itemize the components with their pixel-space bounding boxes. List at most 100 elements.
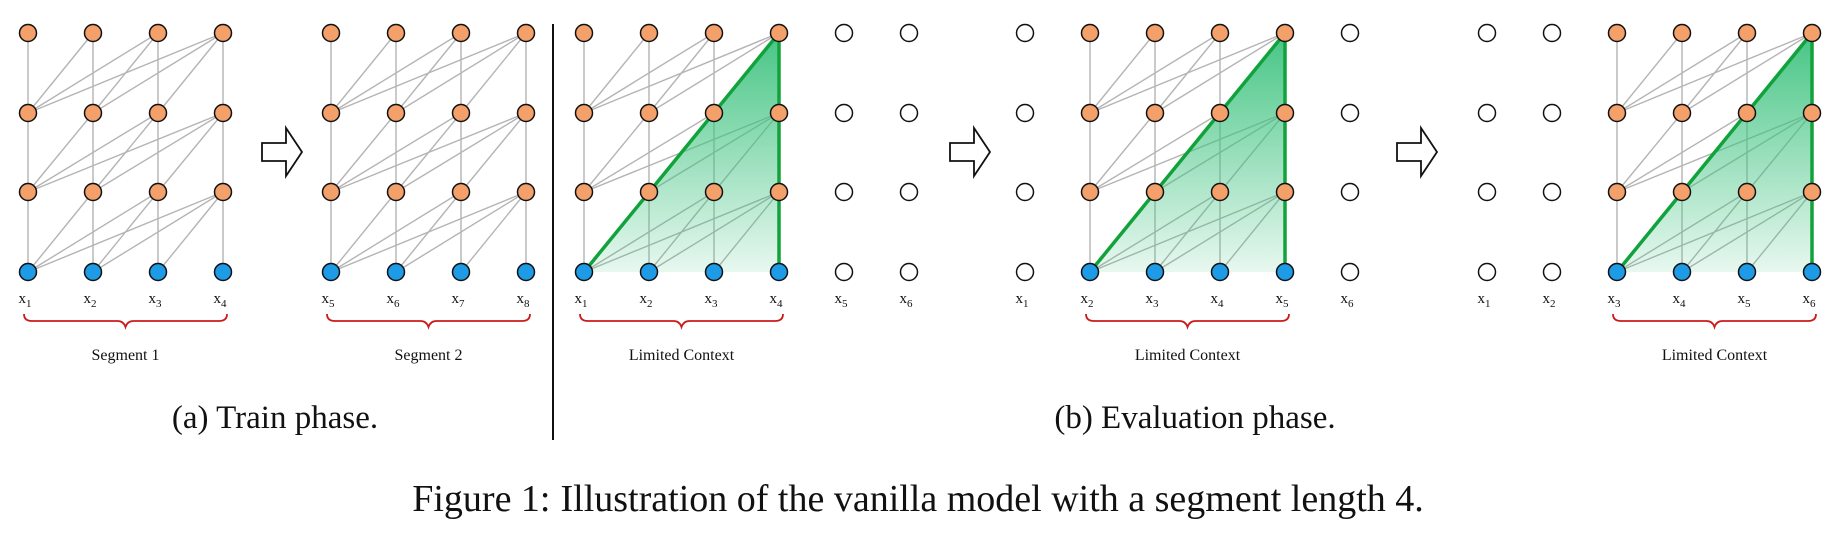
token-subscript: 4 — [1218, 298, 1224, 310]
hidden-node — [148, 103, 168, 123]
hidden-node — [321, 23, 341, 43]
inactive-node — [1542, 103, 1562, 123]
token-label: x5 — [322, 291, 336, 310]
edge — [330, 112, 462, 193]
hidden-node — [704, 182, 724, 202]
inactive-node — [1477, 23, 1497, 43]
hidden-node — [574, 23, 594, 43]
hidden-node — [451, 182, 471, 202]
token-subscript: 6 — [394, 298, 400, 310]
input-node — [1080, 262, 1100, 282]
edge — [583, 32, 780, 114]
hidden-node — [321, 182, 341, 202]
hidden-node — [18, 23, 38, 43]
hollow-right-arrow-icon — [1396, 125, 1439, 179]
hidden-node — [574, 182, 594, 202]
edge — [460, 191, 527, 273]
input-node — [639, 262, 659, 282]
input-node — [769, 262, 789, 282]
hidden-node — [386, 103, 406, 123]
hidden-node — [704, 23, 724, 43]
input-node — [148, 262, 168, 282]
hidden-node — [451, 103, 471, 123]
hidden-node — [1080, 103, 1100, 123]
token-subscript: 5 — [842, 298, 848, 310]
edge — [27, 112, 94, 193]
token-label: x5 — [1738, 291, 1752, 310]
edge — [460, 112, 527, 193]
inactive-node — [1015, 23, 1035, 43]
hidden-node — [1275, 182, 1295, 202]
token-subscript: 2 — [91, 298, 97, 310]
token-subscript: 3 — [712, 298, 718, 310]
token-subscript: 2 — [1088, 298, 1094, 310]
token-label: x5 — [835, 291, 849, 310]
token-subscript: 5 — [329, 298, 335, 310]
edge — [1681, 32, 1813, 114]
token-subscript: 6 — [907, 298, 913, 310]
token-label: x6 — [1341, 291, 1355, 310]
inactive-node — [1542, 262, 1562, 282]
hidden-node — [1672, 182, 1692, 202]
input-node — [1672, 262, 1692, 282]
token-subscript: 4 — [221, 298, 227, 310]
edge — [157, 32, 224, 114]
hidden-node — [574, 103, 594, 123]
inactive-node — [1340, 182, 1360, 202]
inactive-node — [834, 262, 854, 282]
hidden-node — [1275, 23, 1295, 43]
hidden-node — [18, 103, 38, 123]
token-subscript: 1 — [26, 298, 32, 310]
edge — [395, 32, 527, 114]
input-node — [704, 262, 724, 282]
token-label: x2 — [1543, 291, 1556, 310]
input-node — [1145, 262, 1165, 282]
hidden-node — [639, 103, 659, 123]
edge — [330, 191, 527, 273]
edge — [330, 32, 527, 114]
edge — [27, 191, 159, 273]
segment-brace — [326, 313, 531, 330]
input-node — [18, 262, 38, 282]
segment-brace — [1085, 313, 1290, 330]
context-diagonal-line — [582, 31, 781, 274]
segment-brace — [1612, 313, 1817, 330]
token-subscript: 4 — [777, 298, 783, 310]
hidden-node — [83, 103, 103, 123]
inactive-node — [1340, 103, 1360, 123]
edge — [330, 32, 462, 114]
token-labels-layer: x1 x2 x3 x4 x5 x6 x7 x8 x1 x2 x3 x4 x5 x6 x1 x2 x3 x4 x5 x6… — [19, 291, 1817, 310]
context-layer — [582, 31, 1814, 274]
edge — [27, 32, 94, 114]
token-label: x8 — [517, 291, 531, 310]
segment-brace — [23, 313, 228, 330]
hidden-node — [1802, 103, 1822, 123]
inactive-node — [1542, 182, 1562, 202]
hollow-right-arrow-icon — [261, 125, 304, 179]
nodes-layer — [18, 23, 1822, 282]
token-label: x2 — [640, 291, 653, 310]
inactive-node — [834, 182, 854, 202]
hidden-node — [321, 103, 341, 123]
edge — [1616, 32, 1748, 114]
token-subscript: 1 — [1023, 298, 1029, 310]
token-subscript: 3 — [1153, 298, 1159, 310]
hidden-node — [1802, 182, 1822, 202]
token-subscript: 5 — [1745, 298, 1751, 310]
edge — [92, 112, 224, 193]
inactive-node — [834, 103, 854, 123]
token-subscript: 8 — [524, 298, 530, 310]
edge — [27, 191, 94, 273]
hidden-node — [1080, 182, 1100, 202]
edge — [1616, 112, 1683, 193]
token-subscript: 6 — [1348, 298, 1354, 310]
edge — [27, 112, 159, 193]
edge — [27, 32, 159, 114]
token-subscript: 2 — [647, 298, 653, 310]
hidden-node — [639, 23, 659, 43]
token-label: x6 — [387, 291, 401, 310]
inactive-node — [899, 182, 919, 202]
edge — [330, 112, 527, 193]
